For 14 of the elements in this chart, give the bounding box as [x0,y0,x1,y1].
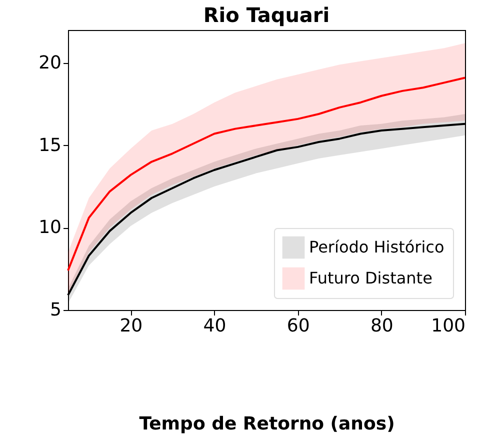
y-tick-label: 5 [50,300,62,320]
legend-label: Período Histórico [309,238,444,256]
x-tick-label: 20 [120,316,143,336]
line-series [67,76,466,272]
x-tick-label: 100 [431,316,466,336]
x-tick-label: 40 [203,316,226,336]
x-axis-title: Tempo de Retorno (anos) [139,414,395,434]
legend-label: Futuro Distante [309,268,432,288]
y-tick-label: 20 [38,52,62,74]
y-tick-label: 15 [38,134,62,156]
y-tick-label: 10 [38,217,62,238]
chart-title: Rio Taquari [203,3,330,27]
x-tick-label: 80 [370,316,394,336]
x-tick-label: 60 [286,316,310,336]
